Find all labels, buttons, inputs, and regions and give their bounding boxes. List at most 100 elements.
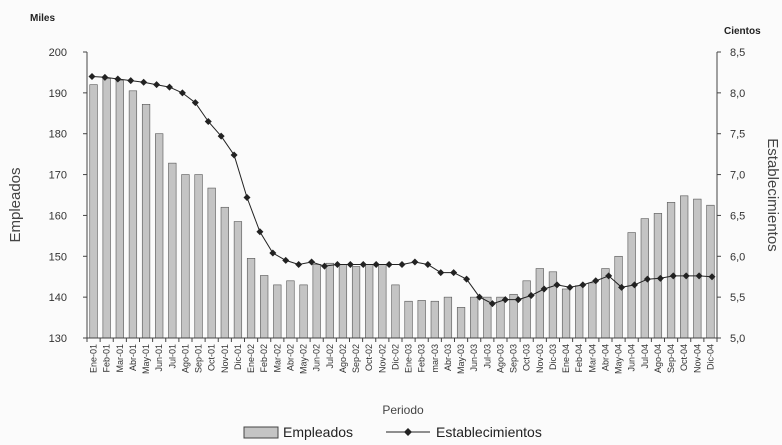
line-point: [359, 260, 367, 268]
legend-label-empleados: Empleados: [283, 424, 353, 440]
bar: [141, 103, 151, 339]
bar: [351, 266, 361, 339]
bar: [522, 280, 531, 339]
line-point: [553, 281, 561, 289]
bar: [614, 255, 623, 339]
line-layer: [88, 73, 716, 308]
line-point: [411, 258, 419, 266]
y-right-tick-label: 5,5: [730, 292, 745, 304]
x-tick-label: Mar-02: [272, 344, 282, 373]
x-tick-label: Oct-04: [679, 344, 689, 371]
line-point: [385, 260, 393, 268]
line-point: [243, 193, 251, 201]
x-tick-label: Sep-02: [351, 344, 361, 373]
y-left-tick-label: 190: [49, 88, 67, 100]
y-left-tick-label: 160: [49, 210, 67, 222]
bar: [128, 90, 138, 339]
bar: [430, 300, 439, 339]
line-point: [450, 269, 458, 277]
legend-marker-establecimientos: [404, 428, 412, 436]
line-point: [579, 281, 587, 289]
line-point: [708, 273, 716, 281]
line-point: [256, 228, 264, 236]
line-point: [527, 292, 535, 300]
y-left-tick-label: 150: [49, 251, 67, 263]
x-tick-label: Nov-04: [692, 344, 702, 373]
bar: [181, 174, 190, 339]
line-point: [488, 300, 496, 308]
left-unit-label: Miles: [30, 13, 55, 24]
bar: [443, 296, 453, 339]
x-tick-label: Dic-04: [705, 344, 715, 370]
x-tick-label: Ene-04: [561, 344, 571, 373]
y-left-tick-label: 130: [49, 333, 67, 345]
legend-swatch-empleados: [243, 426, 279, 439]
x-tick-label: Jul-03: [482, 344, 492, 369]
line-point: [295, 260, 303, 268]
y-right-tick-label: 6,5: [730, 210, 745, 222]
y-right-tick-label: 8,5: [730, 47, 745, 59]
line-point: [643, 275, 651, 283]
bar: [404, 300, 413, 339]
bar: [706, 204, 715, 339]
bar: [680, 195, 689, 339]
x-tick-label: Jul-01: [167, 344, 177, 369]
x-tick-label: Sep-03: [509, 344, 519, 373]
line-point: [605, 272, 613, 280]
line-point: [437, 269, 445, 277]
x-tick-label: Nov-03: [535, 344, 545, 373]
x-tick-label: Dic-01: [233, 344, 243, 370]
bar: [155, 133, 164, 339]
bar: [102, 78, 111, 339]
y-axis-left-label: Empleados: [7, 167, 24, 242]
x-axis-label: Periodo: [382, 403, 424, 417]
line-point: [114, 75, 122, 83]
bar: [246, 258, 256, 339]
line-point: [514, 296, 522, 304]
bar: [548, 271, 558, 339]
line-point: [127, 77, 135, 85]
x-tick-label: Ago-03: [495, 344, 505, 373]
x-tick-label: Oct-02: [364, 344, 374, 371]
line-point: [308, 258, 316, 266]
y-left-tick-label: 140: [49, 292, 67, 304]
x-tick-label: Jul-04: [640, 344, 650, 369]
x-tick-label: Ago-02: [338, 344, 348, 373]
line-point: [463, 275, 471, 283]
y-right-tick-label: 6,0: [730, 251, 745, 263]
line-point: [140, 78, 148, 86]
line-point: [398, 260, 406, 268]
line-point: [346, 260, 354, 268]
x-tick-label: Sep-01: [194, 344, 204, 373]
bar: [168, 162, 177, 339]
x-tick-label: Feb-03: [417, 344, 427, 373]
y-left-tick-label: 170: [49, 170, 67, 182]
bar: [233, 221, 243, 339]
bar: [588, 282, 597, 339]
bar: [391, 284, 400, 339]
y-left-tick-label: 200: [49, 47, 67, 59]
line-point: [217, 132, 225, 140]
line-point: [372, 260, 380, 268]
bar: [575, 285, 584, 339]
bar: [535, 268, 544, 339]
bar: [312, 264, 321, 339]
line-point: [566, 283, 574, 291]
right-unit-label: Cientos: [724, 26, 761, 37]
y-right-tick-label: 8,0: [730, 88, 745, 100]
y-right-tick-label: 7,0: [730, 170, 745, 182]
line-point: [669, 272, 677, 280]
bar: [417, 300, 426, 339]
line-point: [592, 277, 600, 285]
line-point: [540, 285, 548, 293]
x-tick-label: Jun-01: [154, 344, 164, 372]
line-point: [476, 293, 483, 301]
line-point: [424, 260, 432, 268]
x-tick-label: Ago-01: [180, 344, 190, 373]
bar: [496, 296, 505, 339]
line-point: [631, 281, 638, 289]
x-tick-label: Ene-03: [404, 344, 414, 373]
bar: [325, 262, 334, 339]
x-tick-label: Ene-02: [246, 344, 256, 373]
